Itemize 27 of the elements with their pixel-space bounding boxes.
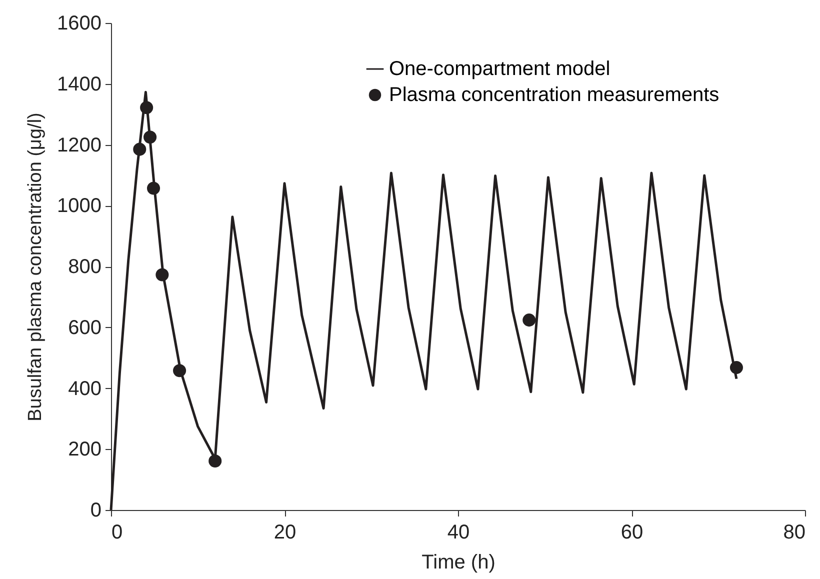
y-tick-label: 400 xyxy=(68,378,102,400)
point xyxy=(156,268,169,282)
y-tick-label: 1000 xyxy=(57,195,102,218)
legend-label: Plasma concentration measurements xyxy=(389,84,720,106)
y-tick-label: 200 xyxy=(68,438,102,461)
point xyxy=(730,361,743,374)
y-tick-label: 1200 xyxy=(57,134,102,156)
point xyxy=(208,454,222,468)
x-axis-title: Time (h) xyxy=(422,552,496,574)
y-tick-label: 600 xyxy=(68,316,102,339)
y-tick-label: 1400 xyxy=(57,73,102,96)
point xyxy=(173,364,186,378)
point xyxy=(146,182,160,195)
y-tick-label: 800 xyxy=(68,256,102,278)
x-tick-label: 0 xyxy=(112,522,123,544)
y-tick-label: 0 xyxy=(90,500,102,522)
point xyxy=(140,101,154,114)
point xyxy=(144,130,157,144)
point xyxy=(133,142,146,156)
x-tick-label: 20 xyxy=(274,522,296,544)
y-tick-label: 1600 xyxy=(57,12,102,34)
point xyxy=(522,314,536,327)
y-axis-title: Busulfan plasma concentration (μg/l) xyxy=(25,112,46,422)
x-tick-label: 80 xyxy=(783,522,806,544)
x-tick-label: 40 xyxy=(447,522,470,544)
x-tick-label: 60 xyxy=(620,522,644,544)
legend-label: One-compartment model xyxy=(389,58,610,80)
